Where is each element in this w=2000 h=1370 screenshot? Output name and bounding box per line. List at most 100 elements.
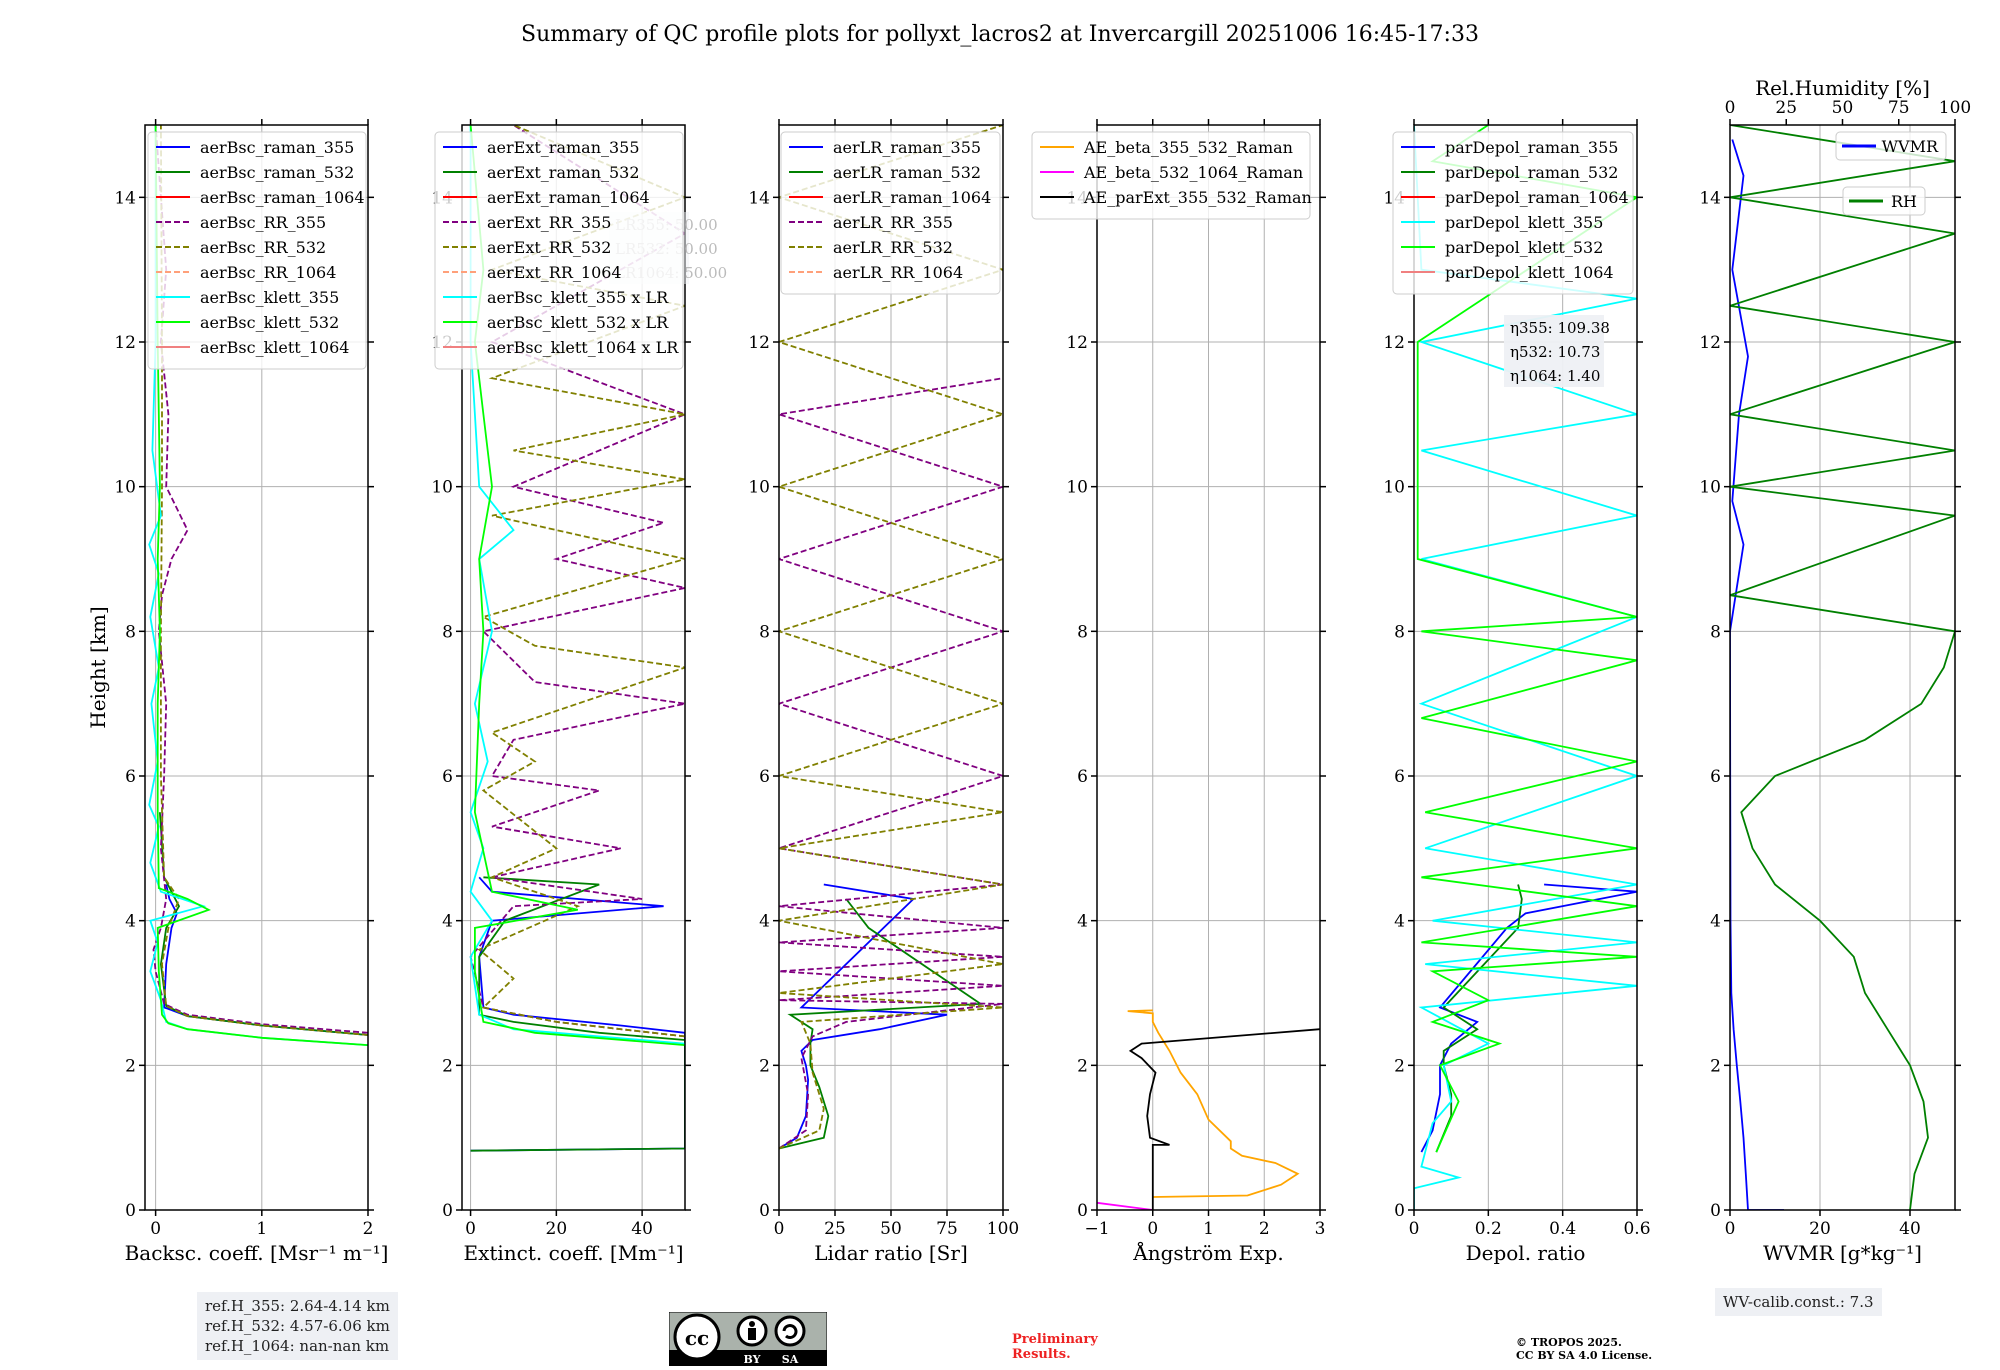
legend-label: aerBsc_klett_1064 [200,338,349,357]
wv-calibration-constant: WV-calib.const.: 7.3 [1723,1293,1874,1311]
series-group [1730,125,1955,1210]
y-tick-label: 14 [114,188,136,208]
legend: AE_beta_355_532_Raman AE_beta_532_1064_Ra… [1031,131,1312,220]
legend-box [1842,186,1926,216]
y-tick-label: 10 [114,478,136,498]
y-tick-label: 0 [442,1201,453,1221]
y-tick-label: 6 [759,767,770,787]
reference-height-box: ref.H_355: 2.64-4.14 km ref.H_532: 4.57-… [197,1292,398,1360]
y-tick-label: 6 [125,767,136,787]
legend-label: aerExt_raman_1064 [487,188,650,207]
x-tick-label: 40 [631,1219,653,1239]
x-tick-label: 2 [363,1219,374,1239]
preliminary-line-2: Results. [1012,1347,1071,1362]
x-tick-label: 0 [465,1219,476,1239]
x-tick-label: 0 [1147,1219,1158,1239]
legend: parDepol_raman_355 parDepol_raman_532 parD… [1392,131,1634,295]
legend-rh: RH [1842,186,1926,216]
y-tick-label: 8 [442,622,453,642]
x-axis-label: Backsc. coeff. [Msr⁻¹ m⁻¹] [125,1241,389,1265]
y-tick-label: 2 [1394,1056,1405,1076]
series-line-aerlr-rr-355 [779,377,1003,1150]
x-tick-label: 20 [546,1219,568,1239]
panel-angstrom: −1012302468101214Ångström Exp.AE_beta_35… [1031,119,1326,1265]
series-line-aerbsc-klett-355-x-lr [469,125,685,1045]
panel-lidar_ratio: 0 25 50 75 100 0 2 4 6 8 10 12 14 Lidar ratio [Sr] aer… [748,119,1019,1265]
series-line-pardepol-klett-355 [1414,125,1637,1210]
y-tick-label: 8 [1710,622,1721,642]
x-tick-label: 0.4 [1549,1219,1576,1239]
legend-label: aerExt_RR_1064 [487,263,622,282]
y-tick-label: 4 [1077,912,1088,932]
y-tick-label: 0 [125,1201,136,1221]
legend-label: AE_beta_355_532_Raman [1083,138,1293,157]
series-line-aerbsc-klett-532-x-lr [469,125,685,1046]
series-line-ae-beta-532-1064-raman [1097,1201,1153,1210]
y-tick-label: 6 [1077,767,1088,787]
legend-label: aerLR_raman_532 [833,163,981,182]
y-tick-label: 2 [1710,1056,1721,1076]
axes-frame [1413,124,1638,1211]
series-line-ae-parext-355-532-raman [1128,1028,1320,1210]
series-line-aerlr-raman-355 [779,883,948,1150]
y-tick-label: 8 [1077,622,1088,642]
x-tick-label: 1 [256,1219,267,1239]
axes-frame [1729,124,1956,1211]
y-tick-label: 2 [125,1056,136,1076]
y-tick-label: 4 [442,912,453,932]
panel-water_vapor: 0 20 40 0 2 4 6 8 10 12 14 0 25 50 75 100 Rel.Humidity [… [1699,76,1971,1265]
legend-label: aerBsc_klett_355 x LR [487,288,669,307]
top-x-tick-label: 50 [1832,98,1854,118]
wv-calibration-box: WV-calib.const.: 7.3 [1715,1288,1882,1316]
y-tick-label: 12 [748,333,770,353]
copyright-line-1: © TROPOS 2025. [1516,1336,1622,1349]
legend-label: aerLR_RR_1064 [833,263,963,282]
legend-label: RH [1891,192,1917,211]
legend-label: aerBsc_RR_532 [200,238,326,257]
cc-license-badge: cc BY SA [668,1311,828,1367]
legend-label: parDepol_raman_1064 [1445,188,1629,207]
legend-box [434,131,684,370]
y-tick-label: 14 [1699,188,1721,208]
preliminary-results-notice: Preliminary Results. [1012,1332,1098,1362]
x-axis-label: Extinct. coeff. [Mm⁻¹] [463,1241,683,1265]
ref-height-1064: ref.H_1064: nan-nan km [205,1337,390,1355]
x-tick-label: 3 [1315,1219,1326,1239]
x-tick-label: 0.2 [1475,1219,1502,1239]
y-tick-label: 12 [1383,333,1405,353]
x-tick-label: 20 [1809,1219,1831,1239]
legend-label: aerLR_RR_355 [833,213,953,232]
x-tick-label: 50 [880,1219,902,1239]
series-group [1097,1009,1320,1210]
y-tick-label: 12 [1066,333,1088,353]
series-line-rh [1730,125,1955,1210]
legend-label: aerBsc_klett_1064 x LR [487,338,679,357]
legend-label: aerBsc_klett_355 [200,288,339,307]
y-tick-label: 4 [125,912,136,932]
x-tick-label: −1 [1084,1219,1109,1239]
series-line-aerbsc-klett-532 [154,125,368,1046]
legend: aerExt_raman_355 aerExt_raman_532 aerExt_r… [434,131,684,370]
x-axis-label: WVMR [g*kg⁻¹] [1763,1241,1922,1265]
legend-label: parDepol_klett_1064 [1445,263,1614,282]
top-x-tick-label: 25 [1775,98,1797,118]
y-tick-label: 10 [431,478,453,498]
legend-wvmr: WVMR [1835,131,1947,161]
legend-label: aerBsc_RR_355 [200,213,326,232]
x-tick-label: 0 [774,1219,785,1239]
series-line-aerbsc-rr-532 [160,125,368,1036]
sa-sharealike-icon [774,1315,806,1347]
y-tick-label: 2 [759,1056,770,1076]
series-group [779,125,1003,1150]
legend-label: aerLR_raman_355 [833,138,981,157]
series-group [469,125,685,1152]
y-tick-label: 10 [1383,478,1405,498]
x-axis-label: Ångström Exp. [1132,1240,1283,1265]
x-tick-label: 1 [1203,1219,1214,1239]
series-line-pardepol-raman-355 [1420,883,1637,1153]
x-tick-label: 0 [1409,1219,1420,1239]
series-line-aerbsc-raman-355 [163,884,368,1036]
y-tick-label: 14 [748,188,770,208]
legend-box [1392,131,1634,295]
y-tick-label: 6 [1394,767,1405,787]
